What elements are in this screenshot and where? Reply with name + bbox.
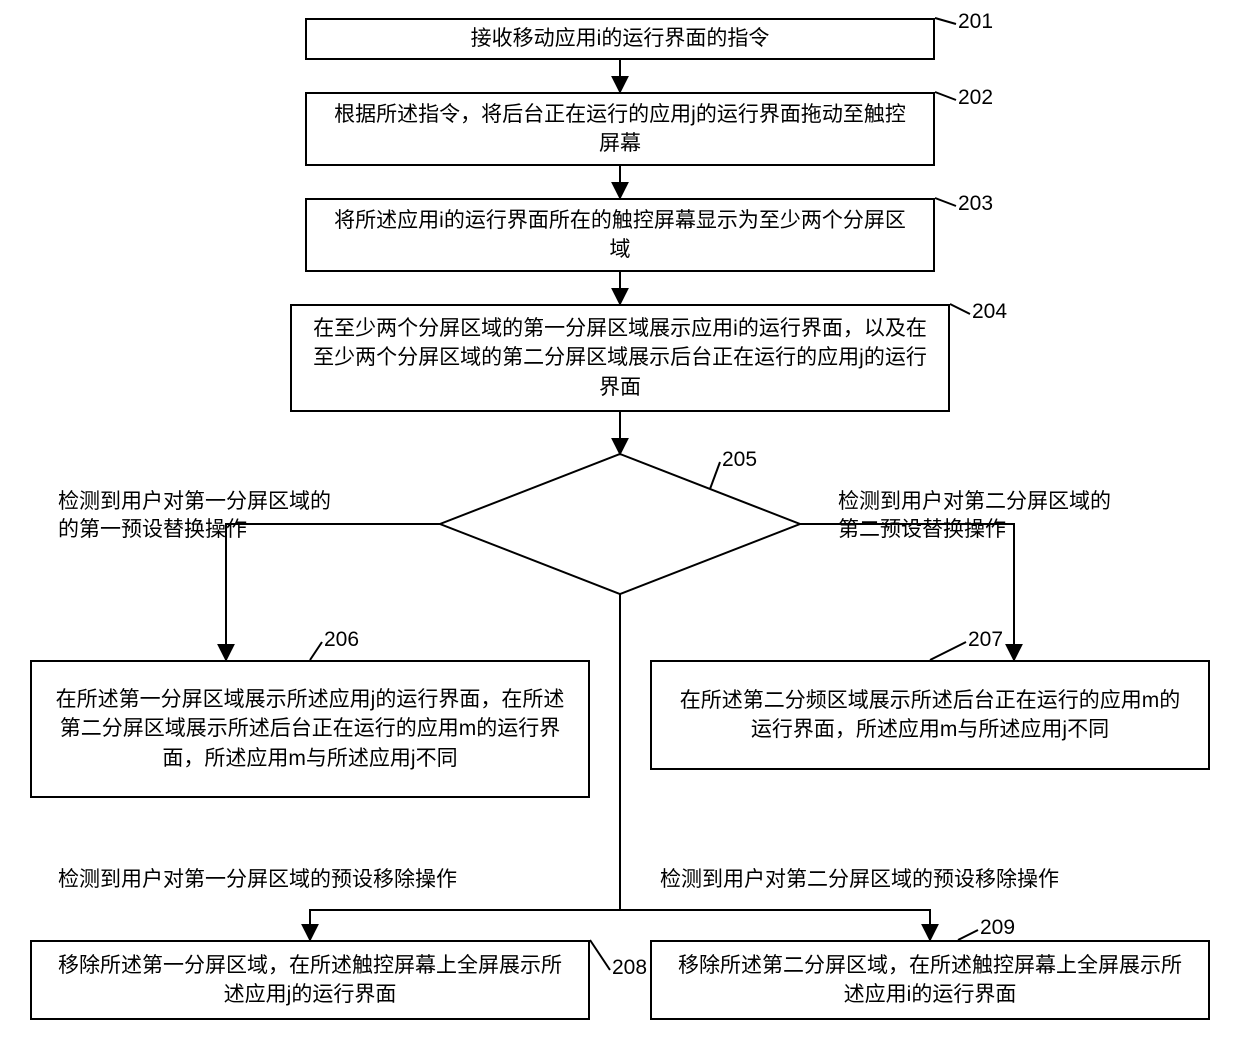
step-num-203: 203 (958, 192, 993, 216)
node-208: 移除所述第一分屏区域，在所述触控屏幕上全屏展示所述应用j的运行界面 (30, 940, 590, 1020)
edge-label-left-replace: 检测到用户对第一分屏区域的的第一预设替换操作 (58, 488, 398, 545)
step-num-201: 201 (958, 10, 993, 34)
node-206: 在所述第一分屏区域展示所述应用j的运行界面，在所述第二分屏区域展示所述后台正在运… (30, 660, 590, 798)
node-202: 根据所述指令，将后台正在运行的应用j的运行界面拖动至触控屏幕 (305, 92, 935, 166)
step-num-204: 204 (972, 300, 1007, 324)
edge-label-left-remove: 检测到用户对第一分屏区域的预设移除操作 (58, 866, 578, 894)
step-num-205: 205 (722, 448, 757, 472)
node-203: 将所述应用i的运行界面所在的触控屏幕显示为至少两个分屏区域 (305, 198, 935, 272)
node-201: 接收移动应用i的运行界面的指令 (305, 18, 935, 60)
step-num-207: 207 (968, 628, 1003, 652)
node-205-text: 检测用户对触控屏幕的触控动作 (500, 492, 740, 549)
step-num-206: 206 (324, 628, 359, 652)
node-204: 在至少两个分屏区域的第一分屏区域展示应用i的运行界面，以及在至少两个分屏区域的第… (290, 304, 950, 412)
node-209: 移除所述第二分屏区域，在所述触控屏幕上全屏展示所述应用i的运行界面 (650, 940, 1210, 1020)
node-207: 在所述第二分频区域展示所述后台正在运行的应用m的运行界面，所述应用m与所述应用j… (650, 660, 1210, 770)
step-num-208: 208 (612, 956, 647, 980)
step-num-202: 202 (958, 86, 993, 110)
edge-label-right-replace: 检测到用户对第二分屏区域的第二预设替换操作 (838, 488, 1198, 545)
step-num-209: 209 (980, 916, 1015, 940)
edge-label-right-remove: 检测到用户对第二分屏区域的预设移除操作 (660, 866, 1180, 894)
